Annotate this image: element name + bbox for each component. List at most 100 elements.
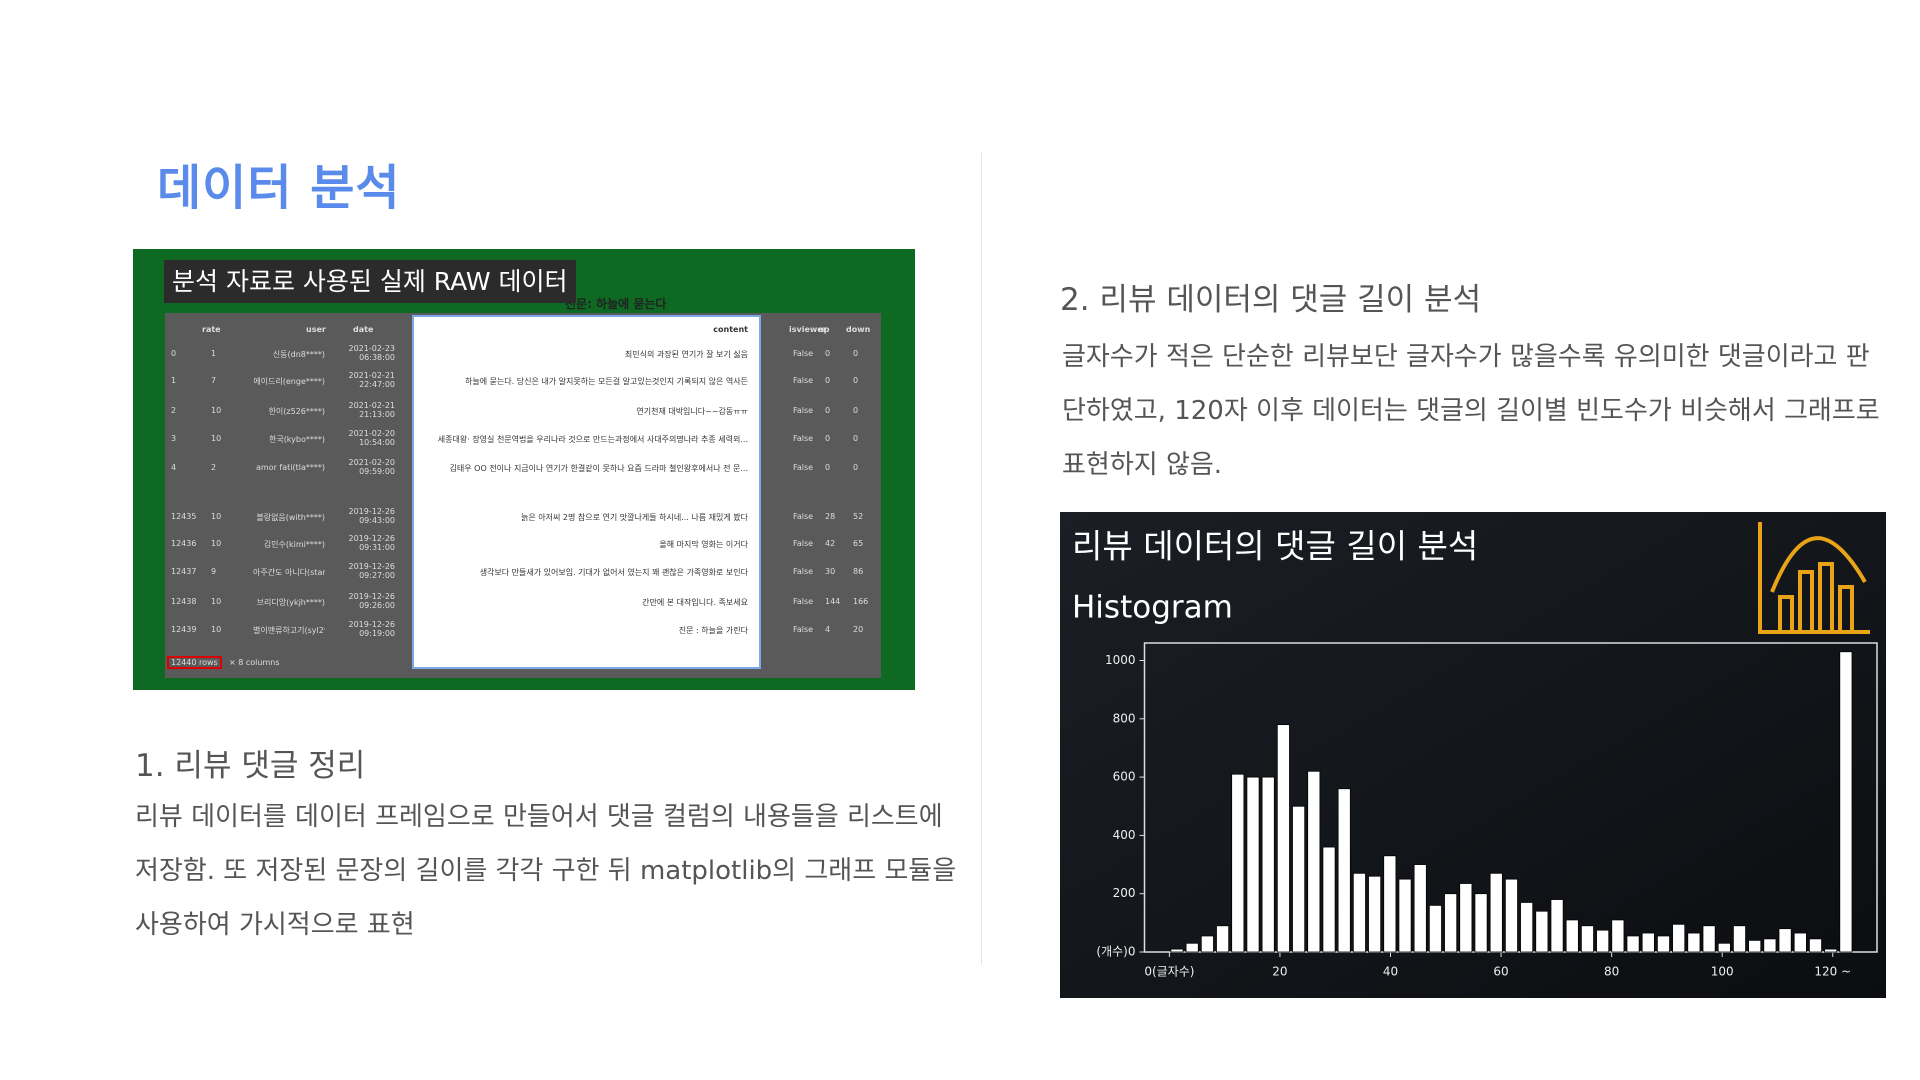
up-cell: 30: [825, 567, 836, 576]
row-index: 0: [171, 349, 177, 358]
bar: [1626, 935, 1640, 953]
rate-cell: 10: [211, 597, 222, 606]
up-cell: 0: [825, 434, 831, 443]
bar: [1459, 883, 1473, 953]
up-cell: 0: [825, 406, 831, 415]
x-tick-label: 20: [1272, 965, 1287, 979]
bar: [1535, 910, 1549, 953]
bar: [1748, 939, 1762, 953]
isviewer-cell: False: [793, 463, 814, 472]
down-cell: 0: [853, 463, 859, 472]
section-body: 글자수가 적은 단순한 리뷰보단 글자수가 많을수록 유의미한 댓글이라고 판단…: [1062, 342, 1880, 480]
x-tick-label: 0(글자수): [1144, 965, 1194, 979]
down-cell: 65: [853, 539, 864, 548]
x-tick-label: 100: [1711, 965, 1734, 979]
user-cell: 한이(z526****): [268, 407, 325, 416]
row-index: 12438: [171, 597, 197, 606]
column-count: × 8 columns: [229, 658, 280, 667]
bar: [1565, 919, 1579, 953]
bar: [1504, 878, 1518, 953]
bar: [1702, 925, 1716, 953]
bar: [1474, 893, 1488, 953]
bar: [1292, 805, 1306, 953]
down-cell: 166: [853, 597, 869, 606]
content-cell: 김태우 OO 전이나 지금이나 연기가 한결같이 못하나 요즘 드라마 철인왕후…: [449, 464, 748, 473]
y-tick-label: (개수)0: [1096, 945, 1135, 959]
date-cell: 2021-02-21 21:13:00: [348, 401, 396, 419]
bar: [1170, 948, 1184, 953]
bar: [1216, 925, 1230, 953]
rate-cell: 7: [211, 376, 217, 385]
bar: [1185, 942, 1199, 953]
bar: [1352, 872, 1366, 953]
date-cell: 2019-12-26 09:26:00: [348, 592, 396, 610]
y-tick-label: 600: [1113, 770, 1136, 784]
up-cell: 0: [825, 463, 831, 472]
up-cell: 0: [825, 376, 831, 385]
column-header: date: [353, 325, 374, 334]
section-heading: 2. 리뷰 데이터의 댓글 길이 분석: [1060, 282, 1482, 318]
rate-cell: 1: [211, 349, 217, 358]
row-index: 3: [171, 434, 177, 443]
x-tick-label: 120 ~: [1814, 965, 1851, 979]
down-cell: 0: [853, 406, 859, 415]
date-cell: 2021-02-21 22:47:00: [348, 371, 396, 389]
content-cell: 늙은 아저씨 2명 참으로 연기 맛깔나게들 하시네... 나름 재밌게 봤다: [521, 513, 748, 522]
bar: [1611, 919, 1625, 953]
isviewer-cell: False: [793, 406, 814, 415]
column-header: rate: [202, 325, 221, 334]
image-caption: 분석 자료로 사용된 실제 RAW 데이터: [164, 260, 576, 303]
user-cell: 아주간도 아니다(stan****): [253, 568, 325, 577]
user-cell: 김민수(kimi****): [263, 540, 325, 549]
rate-cell: 10: [211, 625, 222, 634]
isviewer-cell: False: [793, 376, 814, 385]
user-cell: 볼랑없음(with****): [256, 513, 325, 522]
up-cell: 28: [825, 512, 836, 521]
section-heading: 1. 리뷰 댓글 정리: [135, 748, 366, 784]
row-index: 12439: [171, 625, 197, 634]
bar: [1307, 770, 1321, 953]
bar: [1687, 932, 1701, 953]
content-cell: 생각보다 만들새가 있어보임. 기대가 없어서 였는지 꽤 괜찮은 가족영화로 …: [479, 568, 748, 577]
bar: [1398, 878, 1412, 953]
x-tick-label: 60: [1493, 965, 1508, 979]
date-cell: 2019-12-26 09:19:00: [348, 620, 396, 638]
bar: [1231, 773, 1245, 953]
chart-background: [1060, 512, 1886, 998]
bar: [1824, 948, 1838, 953]
bar: [1383, 855, 1397, 953]
content-cell: 진문 : 하늘을 가린다: [678, 626, 748, 635]
y-tick-label: 200: [1113, 886, 1136, 900]
row-index: 2: [171, 406, 177, 415]
bar: [1261, 776, 1275, 953]
bar: [1444, 893, 1458, 953]
rate-cell: 10: [211, 406, 222, 415]
isviewer-cell: False: [793, 567, 814, 576]
histogram-chart: 리뷰 데이터의 댓글 길이 분석 Histogram (개수)0 200 400 60…: [1060, 512, 1886, 998]
bar: [1808, 938, 1822, 953]
bar: [1793, 932, 1807, 953]
bar: [1778, 928, 1792, 953]
movie-title: 천문: 하늘에 묻는다: [565, 297, 667, 311]
down-cell: 0: [853, 434, 859, 443]
content-cell: 올해 마지막 영화는 이거다: [659, 540, 748, 549]
bar: [1413, 864, 1427, 953]
bar: [1656, 935, 1670, 953]
date-cell: 2021-02-20 09:59:00: [348, 458, 396, 476]
down-cell: 52: [853, 512, 864, 521]
bar: [1839, 651, 1853, 953]
isviewer-cell: False: [793, 597, 814, 606]
bar: [1428, 904, 1442, 953]
content-cell: 최민식의 과장된 연기가 잘 보기 싫음: [624, 350, 748, 359]
down-cell: 86: [853, 567, 864, 576]
date-cell: 2019-12-26 09:31:00: [348, 534, 396, 552]
content-cell: 연기천재 대박입니다~~감동ㅠㅠ: [636, 407, 748, 416]
row-index: 12436: [171, 539, 197, 548]
content-cell: 하늘에 묻는다. 당신은 내가 알지못하는 모든걸 알고있는것인지 기록되지 않…: [464, 377, 748, 386]
row-index: 4: [171, 463, 177, 472]
user-cell: 신동(dn8****): [272, 350, 325, 359]
bar: [1763, 938, 1777, 953]
column-header: down: [846, 325, 871, 334]
